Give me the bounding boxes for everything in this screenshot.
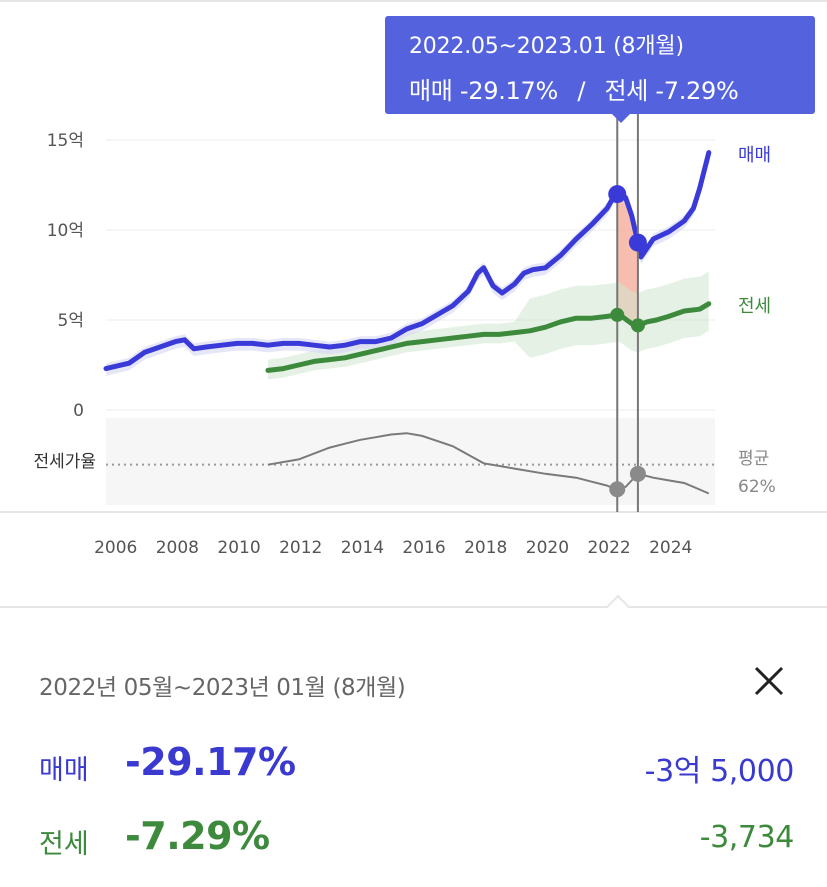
sale-amount: -3억 5,000 xyxy=(644,754,795,789)
ratio-label: 전세가율 xyxy=(33,452,96,472)
tooltip-sale-pct: -29.17% xyxy=(459,77,558,105)
jeonse-pct: -7.29% xyxy=(125,814,270,858)
tooltip-jeonse-label: 전세 xyxy=(604,77,649,105)
x-tick-label: 2014 xyxy=(341,538,384,558)
x-tick-label: 2016 xyxy=(402,538,445,558)
x-tick-label: 2008 xyxy=(156,538,199,558)
close-icon[interactable] xyxy=(748,660,790,702)
jeonse-label: 전세 xyxy=(39,829,89,860)
tooltip-period: 2022.05~2023.01 (8개월) xyxy=(409,34,684,59)
sale-label: 매매 xyxy=(39,755,89,786)
ratio-series-line xyxy=(267,432,710,495)
jeonse-range-start-point xyxy=(610,307,625,322)
sale-end-label: 매매 xyxy=(738,145,771,166)
x-tick-label: 2006 xyxy=(94,538,137,558)
x-tick-label: 2018 xyxy=(464,538,507,558)
x-tick-label: 2010 xyxy=(217,538,260,558)
y-tick-label: 15억 xyxy=(47,131,84,151)
section-divider xyxy=(0,606,827,608)
y-tick-label: 5억 xyxy=(58,311,84,331)
price-chart[interactable]: 15억 10억 5억 0 2006 2008 2010 2012 2014 2016 2018 202… xyxy=(0,0,827,600)
sale-pct: -29.17% xyxy=(125,740,296,784)
jeonse-end-label: 전세 xyxy=(738,296,771,317)
tooltip-jeonse-pct: -7.29% xyxy=(655,77,739,105)
sale-series-line xyxy=(103,150,712,372)
sale-change-row: 매매 -29.17% -3억 5,000 xyxy=(39,740,794,790)
jeonse-change-row: 전세 -7.29% -3,734 xyxy=(39,814,794,864)
y-tick-label: 10억 xyxy=(47,221,84,241)
x-tick-label: 2020 xyxy=(526,538,569,558)
tooltip-arrow xyxy=(612,114,630,123)
tooltip-values: 매매 -29.17% / 전세 -7.29% xyxy=(409,71,739,106)
jeonse-amount: -3,734 xyxy=(699,820,795,855)
ratio-average-value: 62% xyxy=(738,477,776,497)
jeonse-range-end-point xyxy=(630,318,645,333)
detail-panel: 2022년 05월~2023년 01월 (8개월) 매매 -29.17% -3억… xyxy=(0,610,827,887)
tooltip-sale-label: 매매 xyxy=(409,77,453,105)
ratio-range-end-point xyxy=(629,465,646,482)
detail-period: 2022년 05월~2023년 01월 (8개월) xyxy=(39,675,406,701)
x-tick-label: 2022 xyxy=(587,538,630,558)
sale-range-start-point xyxy=(608,185,627,204)
x-tick-label: 2024 xyxy=(649,538,692,558)
x-tick-label: 2012 xyxy=(279,538,322,558)
jeonse-series-line xyxy=(265,301,712,373)
y-tick-label: 0 xyxy=(73,401,84,421)
sale-range-end-point xyxy=(628,233,647,252)
ratio-range-start-point xyxy=(609,481,626,498)
range-tooltip: 2022.05~2023.01 (8개월) 매매 -29.17% / 전세 -7… xyxy=(385,16,815,123)
tooltip-separator: / xyxy=(577,77,586,105)
chart-canvas[interactable]: 15억 10억 5억 0 2006 2008 2010 2012 2014 2016 2018 202… xyxy=(0,0,827,600)
ratio-average-label: 평균 xyxy=(738,449,769,469)
